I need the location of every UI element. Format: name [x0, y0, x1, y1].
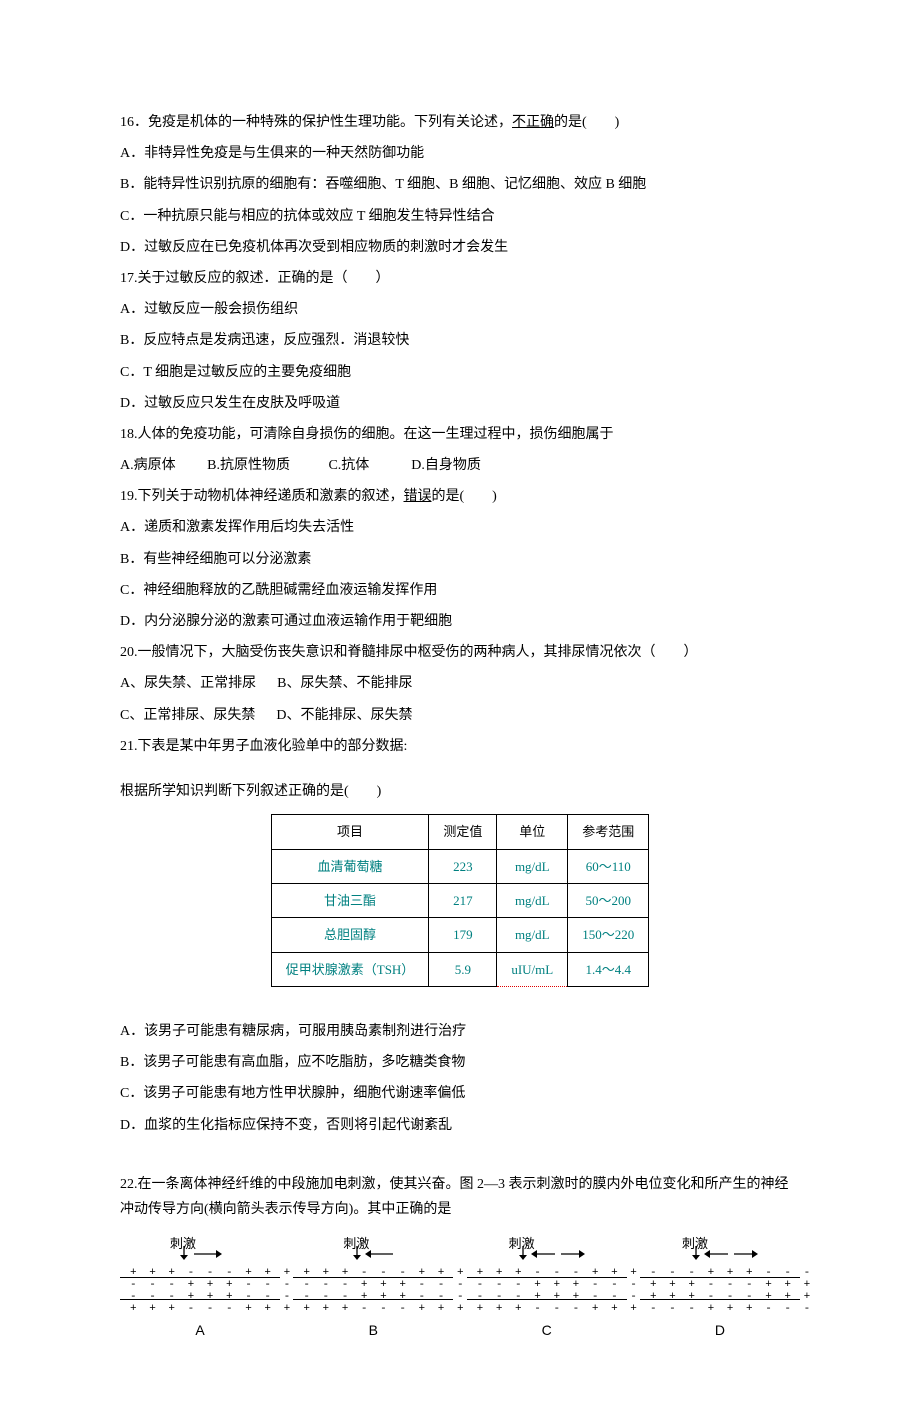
charge-outer-bot: - - - + + + - - - [650, 1300, 813, 1320]
question-21: 21.下表是某中年男子血液化验单中的部分数据: [120, 734, 800, 759]
q16-opt-b: B．能特异性识别抗原的细胞有：吞噬细胞、T 细胞、B 细胞、记忆细胞、效应 B … [120, 172, 800, 197]
diagram-a: 刺激+ + + - - - + + +- - - + + + - - -- - … [120, 1232, 280, 1343]
diagram-label: A [120, 1318, 280, 1343]
question-17: 17.关于过敏反应的叙述．正确的是（ ） [120, 266, 800, 291]
cell: 5.9 [429, 952, 497, 986]
q17-stem: 关于过敏反应的叙述．正确的是（ ） [138, 271, 390, 286]
question-19: 19.下列关于动物机体神经递质和激素的叙述，错误的是( ) [120, 484, 800, 509]
axon: + + + - - - + + +- - - + + + - - -- - - … [120, 1262, 280, 1314]
cell: uIU/mL [497, 952, 568, 986]
q18-stem: 人体的免疫功能，可清除自身损伤的细胞。在这一生理过程中，损伤细胞属于 [138, 427, 614, 442]
q17-opt-c: C．T 细胞是过敏反应的主要免疫细胞 [120, 360, 800, 385]
q21-table-wrap: 项目 测定值 单位 参考范围 血清葡萄糖 223 mg/dL 60～110 甘油… [120, 814, 800, 987]
q21-opt-b: B．该男子可能患有高血脂，应不吃脂肪，多吃糖类食物 [120, 1050, 800, 1075]
q21-opt-c: C．该男子可能患有地方性甲状腺肿，细胞代谢速率偏低 [120, 1081, 800, 1106]
table-row: 甘油三酯 217 mg/dL 50～200 [271, 883, 648, 917]
q20-line2: C、正常排尿、尿失禁 D、不能排尿、尿失禁 [120, 703, 800, 728]
q21-opt-a: A．该男子可能患有糖尿病，可服用胰岛素制剂进行治疗 [120, 1019, 800, 1044]
q17-opt-d: D．过敏反应只发生在皮肤及呼吸道 [120, 391, 800, 416]
q20-line1: A、尿失禁、正常排尿 B、尿失禁、不能排尿 [120, 671, 800, 696]
q16-stem-u: 不正确 [512, 115, 554, 130]
charge-outer-bot: + + + - - - + + + [303, 1300, 466, 1320]
th-item: 项目 [271, 815, 429, 849]
q18-opts: A.病原体 B.抗原性物质 C.抗体 D.自身物质 [120, 453, 800, 478]
table-row: 促甲状腺激素（TSH） 5.9 uIU/mL 1.4～4.4 [271, 952, 648, 986]
diagram-b: 刺激+ + + - - - + + +- - - + + + - - -- - … [293, 1232, 453, 1343]
q21-table: 项目 测定值 单位 参考范围 血清葡萄糖 223 mg/dL 60～110 甘油… [271, 814, 649, 987]
cell: 总胆固醇 [271, 918, 429, 952]
cell: 217 [429, 883, 497, 917]
axon: - - - + + + - - -+ + + - - - + + ++ + + … [640, 1262, 800, 1314]
cell: 促甲状腺激素（TSH） [271, 952, 429, 986]
cell: 1.4～4.4 [568, 952, 649, 986]
down-arrow-icon [691, 1246, 701, 1260]
table-row: 项目 测定值 单位 参考范围 [271, 815, 648, 849]
diagram-c: 刺激+ + + - - - + + +- - - + + + - - -- - … [467, 1232, 627, 1343]
q21-stem: 下表是某中年男子血液化验单中的部分数据: [138, 739, 408, 754]
q16-opt-d: D．过敏反应在已免疫机体再次受到相应物质的刺激时才会发生 [120, 235, 800, 260]
q21-num: 21. [120, 739, 138, 754]
question-16: 16．免疫是机体的一种特殊的保护性生理功能。下列有关论述，不正确的是( ) [120, 110, 800, 135]
q19-opt-c: C．神经细胞释放的乙酰胆碱需经血液运输发挥作用 [120, 578, 800, 603]
q19-opt-d: D．内分泌腺分泌的激素可通过血液运输作用于靶细胞 [120, 609, 800, 634]
question-20: 20.一般情况下，大脑受伤丧失意识和脊髓排尿中枢受伤的两种病人，其排尿情况依次（… [120, 640, 800, 665]
q21-sub: 根据所学知识判断下列叙述正确的是( ) [120, 779, 800, 804]
q17-num: 17. [120, 271, 138, 286]
table-row: 血清葡萄糖 223 mg/dL 60～110 [271, 849, 648, 883]
cell: 60～110 [568, 849, 649, 883]
table-row: 总胆固醇 179 mg/dL 150～220 [271, 918, 648, 952]
cell: 甘油三酯 [271, 883, 429, 917]
cell: 179 [429, 918, 497, 952]
q16-stem-a: 免疫是机体的一种特殊的保护性生理功能。下列有关论述， [148, 115, 512, 130]
q17-opt-a: A．过敏反应一般会损伤组织 [120, 297, 800, 322]
question-18: 18.人体的免疫功能，可清除自身损伤的细胞。在这一生理过程中，损伤细胞属于 [120, 422, 800, 447]
q22-stem: 在一条离体神经纤维的中段施加电刺激，使其兴奋。图 2—3 表示刺激时的膜内外电位… [120, 1177, 789, 1217]
diagram-label: D [640, 1318, 800, 1343]
th-range: 参考范围 [568, 815, 649, 849]
th-value: 测定值 [429, 815, 497, 849]
cell: 223 [429, 849, 497, 883]
q20-num: 20. [120, 645, 138, 660]
cell: 150～220 [568, 918, 649, 952]
q22-diagrams: 刺激+ + + - - - + + +- - - + + + - - -- - … [120, 1232, 800, 1343]
cell: 血清葡萄糖 [271, 849, 429, 883]
axon: + + + - - - + + +- - - + + + - - -- - - … [293, 1262, 453, 1314]
charge-outer-bot: + + + - - - + + + [477, 1300, 640, 1320]
q21-opt-d: D．血浆的生化指标应保持不变，否则将引起代谢紊乱 [120, 1113, 800, 1138]
down-arrow-icon [352, 1246, 362, 1260]
down-arrow-icon [518, 1246, 528, 1260]
cell: mg/dL [497, 918, 568, 952]
q19-stem-b: 的是( ) [432, 489, 497, 504]
diagram-d: 刺激- - - + + + - - -+ + + - - - + + ++ + … [640, 1232, 800, 1343]
cell: mg/dL [497, 849, 568, 883]
axon: + + + - - - + + +- - - + + + - - -- - - … [467, 1262, 627, 1314]
cell: 50～200 [568, 883, 649, 917]
q16-opt-a: A．非特异性免疫是与生俱来的一种天然防御功能 [120, 141, 800, 166]
q16-opt-c: C．一种抗原只能与相应的抗体或效应 T 细胞发生特异性结合 [120, 204, 800, 229]
cell: mg/dL [497, 883, 568, 917]
question-22: 22.在一条离体神经纤维的中段施加电刺激，使其兴奋。图 2—3 表示刺激时的膜内… [120, 1172, 800, 1222]
diagram-label: C [467, 1318, 627, 1343]
diagram-label: B [293, 1318, 453, 1343]
q19-opt-b: B．有些神经细胞可以分泌激素 [120, 547, 800, 572]
q20-stem: 一般情况下，大脑受伤丧失意识和脊髓排尿中枢受伤的两种病人，其排尿情况依次（ ） [138, 645, 698, 660]
q17-opt-b: B．反应特点是发病迅速，反应强烈．消退较快 [120, 328, 800, 353]
q16-num: 16． [120, 115, 148, 130]
q19-opt-a: A．递质和激素发挥作用后均失去活性 [120, 515, 800, 540]
charge-outer-bot: + + + - - - + + + [130, 1300, 293, 1320]
q18-num: 18. [120, 427, 138, 442]
th-unit: 单位 [497, 815, 568, 849]
down-arrow-icon [179, 1246, 189, 1260]
q16-stem-b: 的是( ) [554, 115, 619, 130]
q22-num: 22. [120, 1177, 138, 1192]
q19-stem-a: 下列关于动物机体神经递质和激素的叙述， [138, 489, 404, 504]
q19-num: 19. [120, 489, 138, 504]
q19-stem-u: 错误 [404, 489, 432, 504]
